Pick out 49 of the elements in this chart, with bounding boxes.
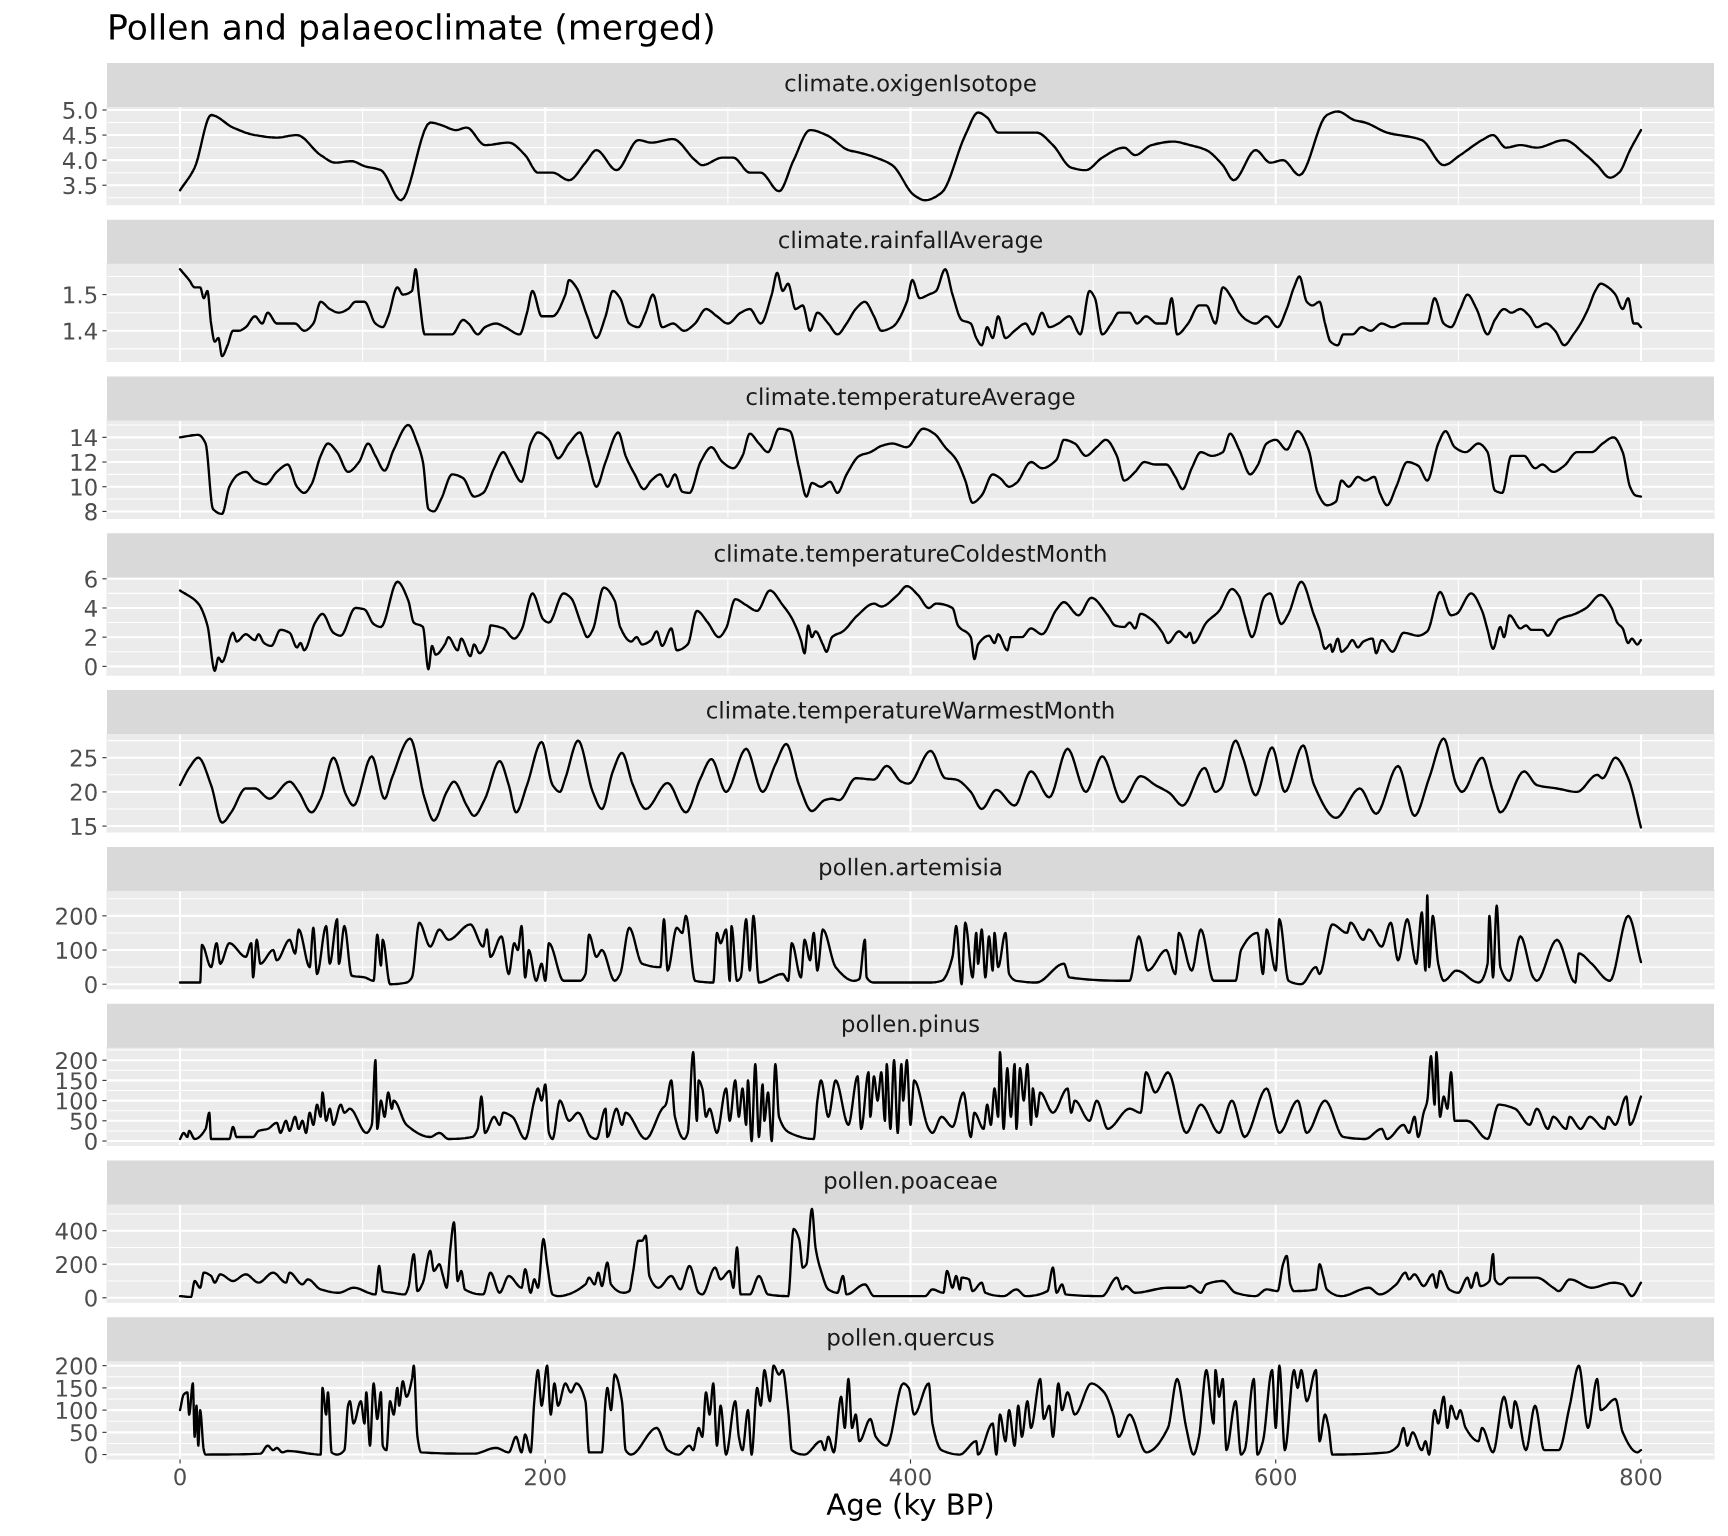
y-tick-label: 50 [70, 1112, 97, 1130]
y-tick-label: 5.0 [63, 101, 97, 120]
y-tick-label: 10 [71, 478, 97, 496]
y-tick-label: 150 [57, 1379, 97, 1397]
y-tick-label: 8 [85, 503, 97, 521]
y-tick-label: 100 [57, 1401, 97, 1420]
y-tick-label: 3.5 [63, 176, 97, 195]
y-tick-label: 4.0 [62, 151, 97, 170]
y-tick-label: 1.5 [64, 286, 97, 304]
chart-subtitle: climate.oxigenIsotope [785, 73, 1036, 97]
y-tick-label: 14 [71, 429, 97, 447]
y-tick-label: 0 [85, 1132, 97, 1151]
y-tick-label: 4 [84, 599, 97, 617]
y-tick-label: 100 [57, 1092, 97, 1110]
chart-subtitle: climate.temperatureAverage [746, 387, 1075, 410]
y-tick-label: 0 [85, 1446, 97, 1464]
x-tick-label: 200 [525, 1468, 566, 1486]
y-tick-label: 1.4 [64, 322, 97, 340]
y-tick-label: 0 [85, 658, 97, 676]
y-tick-label: 400 [55, 1222, 97, 1240]
y-tick-label: 200 [56, 907, 97, 925]
y-tick-label: 50 [70, 1424, 97, 1442]
y-tick-label: 0 [85, 1289, 97, 1307]
y-tick-label: 100 [57, 941, 97, 960]
chart-subtitle: pollen.artemisia [820, 857, 1001, 880]
y-tick-label: 12 [71, 453, 96, 471]
x-tick-label: 600 [1255, 1468, 1297, 1486]
y-tick-label: 6 [85, 570, 97, 588]
y-tick-label: 20 [70, 783, 97, 801]
y-tick-label: 200 [56, 1255, 97, 1274]
y-tick-label: 200 [56, 1051, 97, 1070]
chart-subtitle: climate.temperatureColdestMonth [714, 544, 1106, 567]
chart-subtitle: pollen.pinus [843, 1014, 979, 1037]
chart-subtitle: pollen.quercus [828, 1328, 994, 1351]
x-tick-label: 0 [174, 1468, 186, 1486]
x-tick-label: 800 [1620, 1468, 1662, 1486]
chart-subtitle: climate.temperatureWarmestMonth [707, 701, 1114, 724]
y-tick-label: 150 [57, 1072, 97, 1090]
x-axis-title: Age (ky BP) [826, 1492, 993, 1521]
chart-subtitle: pollen.poaceae [825, 1171, 997, 1194]
y-tick-label: 25 [70, 749, 97, 767]
chart-subtitle: climate.rainfallAverage [779, 230, 1042, 253]
x-tick-label: 400 [889, 1468, 931, 1486]
y-tick-label: 0 [85, 975, 97, 994]
y-tick-label: 2 [85, 628, 96, 646]
y-tick-label: 200 [56, 1357, 97, 1375]
y-tick-label: 4.5 [62, 127, 97, 145]
y-tick-label: 15 [71, 818, 97, 836]
chart-title: Pollen and palaeoclimate (merged) [110, 13, 713, 47]
